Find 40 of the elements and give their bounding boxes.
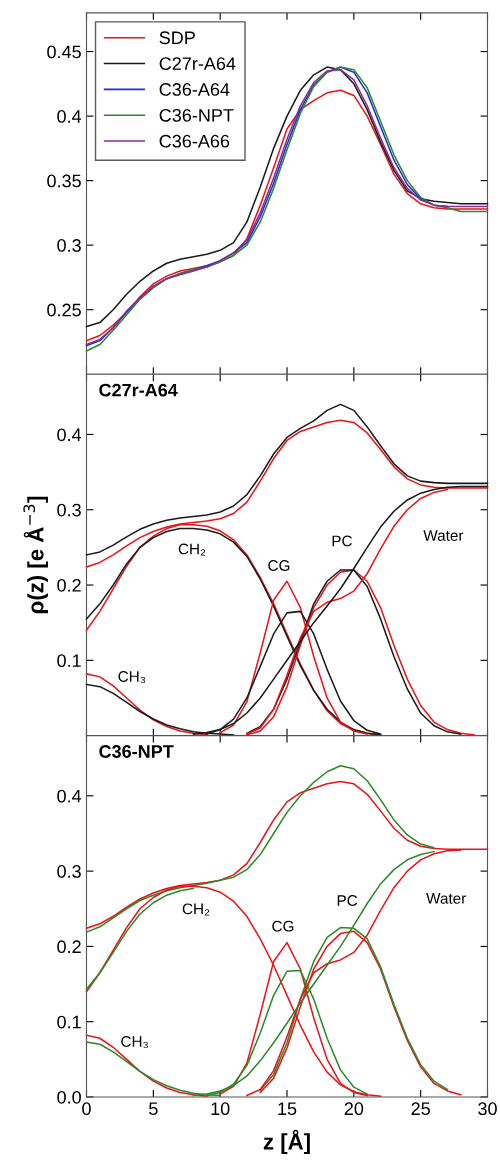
- annotation: CG: [272, 920, 294, 932]
- y-tick-label: 0.3: [57, 503, 81, 517]
- annotation: CH₃: [118, 671, 146, 684]
- y-tick-label: 0.3: [57, 239, 81, 252]
- legend-label: C36-NPT: [159, 108, 234, 122]
- y-tick-label: 0.1: [57, 1015, 81, 1029]
- annotation: PC: [332, 535, 352, 547]
- x-tick-label: 5: [149, 1102, 158, 1116]
- y-tick-label: 0.2: [57, 940, 81, 954]
- annotation: Water: [426, 893, 467, 904]
- annotation: PC: [337, 895, 358, 906]
- legend-label: C36-A64: [159, 83, 230, 96]
- y-tick-label: 0.1: [57, 654, 81, 668]
- y-tick-label: 0.2: [57, 578, 81, 592]
- y-tick-label: 0.45: [47, 45, 81, 59]
- y-axis-title: ρ(z) [e Å$^{−3}$]: [23, 496, 48, 614]
- x-tick-label: 30: [478, 1102, 497, 1116]
- x-tick-label: 25: [411, 1102, 430, 1116]
- annotation: Water: [423, 530, 464, 541]
- x-tick-label: 0: [82, 1102, 91, 1116]
- annotation: CH₂: [178, 543, 206, 556]
- y-tick-label: 0.35: [47, 174, 81, 188]
- y-tick-label: 0.25: [47, 303, 81, 317]
- annotation: CH₂: [182, 903, 210, 916]
- legend-label: C36-A66: [159, 134, 230, 148]
- x-axis-title: z [Å]: [263, 1129, 310, 1155]
- y-tick-label: 0.0: [57, 1090, 81, 1104]
- y-tick-label: 0.4: [57, 789, 82, 803]
- chart-title: C27r-A64: [99, 383, 178, 397]
- annotation: CG: [268, 560, 290, 571]
- legend-label: SDP: [159, 31, 195, 45]
- x-tick-label: 10: [211, 1102, 230, 1116]
- annotation: CH₃: [121, 1036, 148, 1049]
- chart-title: C36-NPT: [99, 745, 174, 758]
- legend-label: C27r-A64: [159, 57, 236, 71]
- y-tick-label: 0.4: [57, 428, 82, 442]
- y-tick-label: 0.3: [57, 865, 81, 878]
- y-tick-label: 0.4: [57, 110, 82, 123]
- x-tick-label: 20: [344, 1102, 364, 1116]
- x-tick-label: 15: [278, 1102, 297, 1116]
